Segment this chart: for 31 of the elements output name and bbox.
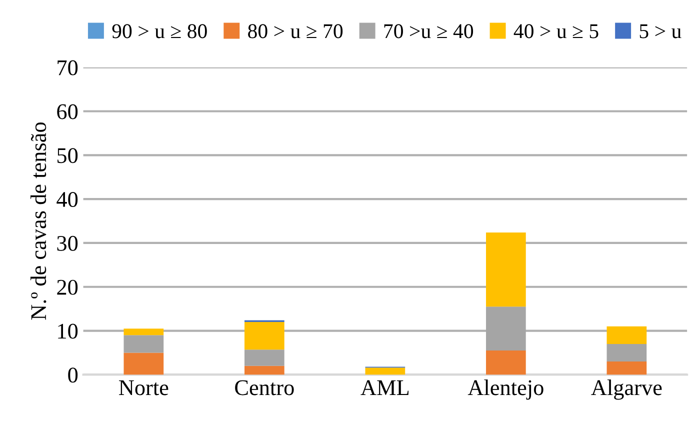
bar: [606, 326, 647, 344]
legend-label: 90 > u ≥ 80: [112, 24, 207, 38]
y-tick-label: 0: [68, 368, 78, 383]
y-tick-label: 10: [58, 324, 78, 339]
x-tick-label: Norte: [119, 380, 168, 396]
bar: [486, 350, 526, 375]
x-tick-label: Alentejo: [468, 380, 544, 400]
bar: [124, 335, 164, 353]
y-tick-label: 50: [57, 148, 78, 164]
legend-label: 40 > u ≥ 5: [514, 24, 598, 38]
legend-label: 80 > u ≥ 70: [248, 24, 343, 38]
legend-label: 5 > u: [640, 24, 682, 38]
bar: [244, 322, 284, 350]
y-tick-label: 20: [57, 280, 78, 295]
bar: [124, 352, 164, 375]
y-tick-label: 40: [56, 192, 78, 207]
bar: [244, 350, 284, 366]
legend-label: 70 >u ≥ 40: [384, 24, 474, 38]
x-tick-label: Centro: [235, 380, 294, 396]
y-tick-label: 30: [57, 236, 78, 251]
bar: [606, 344, 647, 362]
y-tick-label: 60: [57, 104, 78, 120]
y-tick-label: 70: [58, 60, 78, 76]
bar: [124, 328, 164, 336]
bar: [365, 368, 406, 375]
x-tick-label: AML: [360, 380, 409, 395]
y-axis-title: N.º de cavas de tensão: [30, 122, 46, 320]
bar: [486, 232, 526, 307]
bar: [244, 366, 284, 375]
x-tick-label: Algarve: [591, 380, 662, 400]
bar: [606, 362, 647, 375]
